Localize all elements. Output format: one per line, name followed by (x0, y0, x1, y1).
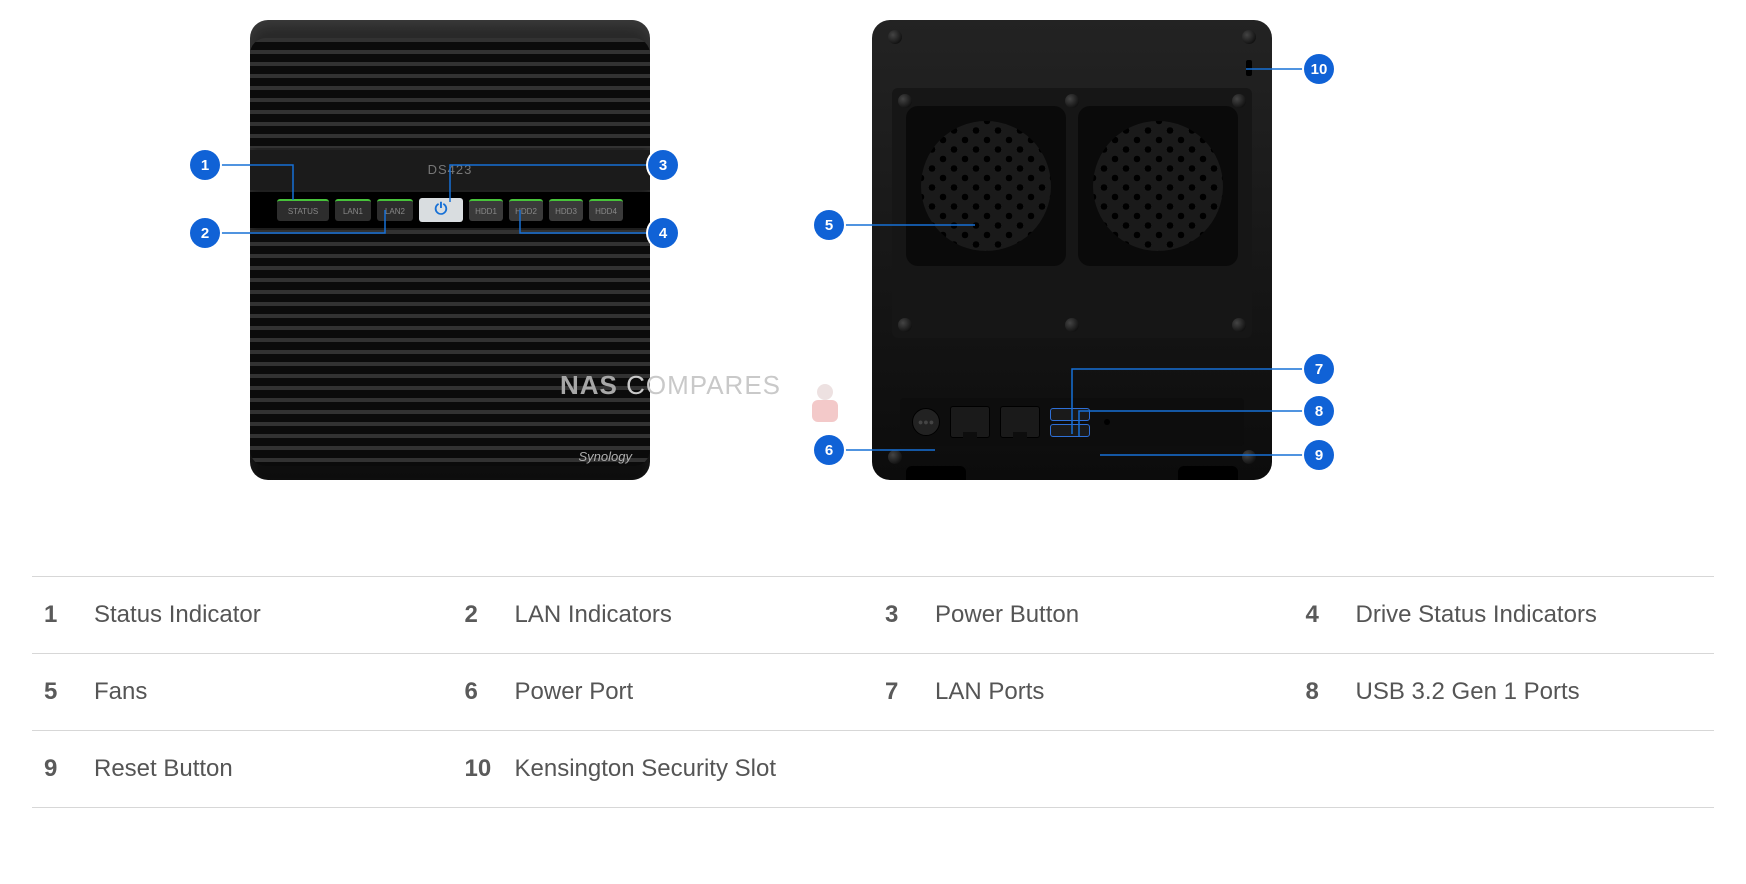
screw-icon (1232, 94, 1246, 108)
legend-cell: 7 LAN Ports (873, 654, 1294, 730)
callout-badge-5: 5 (814, 210, 844, 240)
hdd3-indicator: HDD3 (549, 199, 583, 221)
legend-number: 4 (1306, 601, 1334, 629)
legend-number: 5 (44, 678, 72, 706)
legend-row: 5 Fans 6 Power Port 7 LAN Ports 8 USB 3.2 Gen 1… (32, 653, 1714, 730)
hdd4-indicator: HDD4 (589, 199, 623, 221)
screw-icon (1065, 318, 1079, 332)
lan-port-2 (1000, 406, 1040, 438)
callout-badge-8: 8 (1304, 396, 1334, 426)
reset-button[interactable] (1104, 419, 1110, 425)
legend-number: 8 (1306, 678, 1334, 706)
fan-grille-icon (1093, 121, 1223, 251)
screw-icon (1232, 318, 1246, 332)
front-grille-bottom (250, 230, 650, 466)
legend-label: LAN Indicators (515, 601, 672, 629)
device-feet (872, 466, 1272, 480)
usb-port-bottom (1050, 424, 1090, 437)
fan-grille-icon (921, 121, 1051, 251)
legend-row: 9 Reset Button 10 Kensington Security Slot (32, 730, 1714, 808)
legend-cell: 10 Kensington Security Slot (453, 731, 874, 807)
legend-cell-empty (1294, 731, 1715, 807)
legend-cell: 9 Reset Button (32, 731, 453, 807)
model-band: DS423 (250, 150, 650, 190)
product-diagram-area: DS423 STATUS LAN1 LAN2 ⏻ HDD1 HDD2 HDD3 … (0, 0, 1746, 520)
fan-left (906, 106, 1066, 266)
foot-icon (906, 466, 966, 480)
rear-io-band: ●●● (900, 398, 1244, 446)
legend-label: Status Indicator (94, 601, 261, 629)
usb-port-top (1050, 408, 1090, 421)
watermark-figure-icon (800, 378, 850, 428)
lan2-indicator: LAN2 (377, 199, 413, 221)
fan-right (1078, 106, 1238, 266)
legend-number: 9 (44, 755, 72, 783)
legend-label: LAN Ports (935, 678, 1044, 706)
legend-cell: 5 Fans (32, 654, 453, 730)
callout-badge-7: 7 (1304, 354, 1334, 384)
lan-port-1 (950, 406, 990, 438)
legend-number: 1 (44, 601, 72, 629)
screw-icon (1242, 30, 1256, 44)
legend-number: 7 (885, 678, 913, 706)
callout-badge-3: 3 (648, 150, 678, 180)
screw-icon (888, 450, 902, 464)
legend-label: Power Port (515, 678, 634, 706)
legend-label: Fans (94, 678, 147, 706)
foot-icon (1178, 466, 1238, 480)
legend-table: 1 Status Indicator 2 LAN Indicators 3 Power B… (32, 576, 1714, 808)
hdd2-indicator: HDD2 (509, 199, 543, 221)
status-indicator: STATUS (277, 199, 329, 221)
device-rear-view: ●●● (872, 20, 1272, 480)
rear-fan-panel (892, 88, 1252, 338)
power-icon: ⏻ (435, 201, 448, 219)
brand-badge: Synology (579, 449, 632, 464)
callout-badge-2: 2 (190, 218, 220, 248)
screw-icon (898, 318, 912, 332)
model-text: DS423 (428, 162, 473, 177)
screw-icon (1065, 94, 1079, 108)
screw-icon (888, 30, 902, 44)
legend-label: USB 3.2 Gen 1 Ports (1356, 678, 1580, 706)
power-port: ●●● (912, 408, 940, 436)
legend-number: 2 (465, 601, 493, 629)
legend-cell: 3 Power Button (873, 577, 1294, 653)
legend-label: Power Button (935, 601, 1079, 629)
legend-cell: 8 USB 3.2 Gen 1 Ports (1294, 654, 1715, 730)
lan1-indicator: LAN1 (335, 199, 371, 221)
legend-cell: 6 Power Port (453, 654, 874, 730)
callout-badge-10: 10 (1304, 54, 1334, 84)
power-button[interactable]: ⏻ (419, 198, 463, 222)
callout-badge-9: 9 (1304, 440, 1334, 470)
front-indicator-row: STATUS LAN1 LAN2 ⏻ HDD1 HDD2 HDD3 HDD4 (250, 192, 650, 228)
legend-cell: 2 LAN Indicators (453, 577, 874, 653)
kensington-slot (1246, 60, 1252, 76)
legend-label: Reset Button (94, 755, 233, 783)
hdd1-indicator: HDD1 (469, 199, 503, 221)
screw-icon (898, 94, 912, 108)
callout-badge-1: 1 (190, 150, 220, 180)
legend-row: 1 Status Indicator 2 LAN Indicators 3 Power B… (32, 576, 1714, 653)
legend-label: Drive Status Indicators (1356, 601, 1597, 629)
usb-port-stack (1050, 408, 1090, 437)
legend-number: 10 (465, 755, 493, 783)
screw-icon (1242, 450, 1256, 464)
legend-number: 3 (885, 601, 913, 629)
front-grille-top (250, 38, 650, 148)
legend-cell: 4 Drive Status Indicators (1294, 577, 1715, 653)
legend-label: Kensington Security Slot (515, 755, 776, 783)
callout-badge-4: 4 (648, 218, 678, 248)
legend-cell: 1 Status Indicator (32, 577, 453, 653)
callout-badge-6: 6 (814, 435, 844, 465)
legend-cell-empty (873, 731, 1294, 807)
legend-number: 6 (465, 678, 493, 706)
device-front-view: DS423 STATUS LAN1 LAN2 ⏻ HDD1 HDD2 HDD3 … (250, 20, 650, 480)
